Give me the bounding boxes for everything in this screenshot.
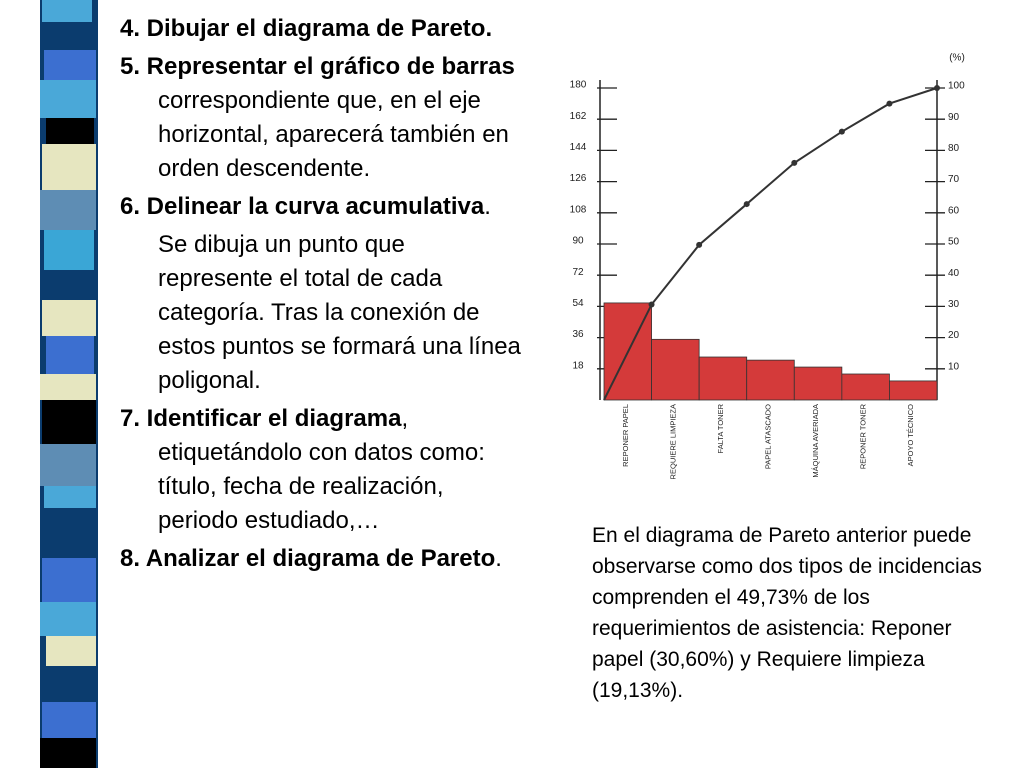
item-text: . xyxy=(495,545,502,572)
y2-tick-label: 90 xyxy=(948,112,960,123)
stripe-block xyxy=(40,666,96,702)
list-item: 8. Analizar el diagrama de Pareto. xyxy=(120,542,525,576)
note: En el diagrama de Pareto anterior puede … xyxy=(592,524,982,702)
stripe-block xyxy=(40,508,96,558)
y-tick-label: 144 xyxy=(570,142,587,153)
stripe-block xyxy=(42,144,96,190)
cumulative-point xyxy=(791,159,798,166)
x-tick-label: FALTA TONER xyxy=(716,403,725,453)
list-item: 7. Identificar el diagrama, etiquetándol… xyxy=(120,402,525,538)
x-tick-label: MÁQUINA AVERIADA xyxy=(811,404,820,478)
cumulative-point xyxy=(696,241,703,248)
y2-tick-label: 60 xyxy=(948,205,960,216)
stripe-block xyxy=(42,558,96,602)
bar xyxy=(603,302,652,401)
y2-tick-label: 20 xyxy=(948,330,960,341)
list-item: 6. Delinear la curva acumulativa. xyxy=(120,190,525,224)
item-text: correspondiente que, en el eje horizonta… xyxy=(158,87,509,182)
stripe-block xyxy=(40,22,96,50)
x-tick-label: PAPEL ATASCADO xyxy=(763,404,772,469)
cumulative-line xyxy=(650,87,938,306)
y2-tick-label: 100 xyxy=(948,81,965,92)
bar xyxy=(889,380,938,401)
stripe-block xyxy=(44,486,96,508)
stripe-block xyxy=(40,190,96,230)
stripe-block xyxy=(40,80,96,118)
paragraph: Se dibuja un punto que represente el tot… xyxy=(120,228,525,398)
x-tick-label: REQUIERE LIMPIEZA xyxy=(668,404,677,479)
y2-tick-label: 50 xyxy=(948,237,960,248)
y-tick-label: 72 xyxy=(572,267,584,278)
y2-tick-label: 30 xyxy=(948,299,960,310)
instructions: 4. Dibujar el diagrama de Pareto. 5. Rep… xyxy=(120,12,525,580)
decorative-stripe xyxy=(40,0,98,768)
cumulative-point xyxy=(648,301,655,308)
y-tick-label: 90 xyxy=(572,236,584,247)
bar xyxy=(793,366,843,401)
y2-tick-label: 40 xyxy=(948,268,960,279)
item-text: , etiquetándolo con datos como: título, … xyxy=(158,405,485,534)
stripe-block xyxy=(46,118,94,144)
item-bold: 7. Identificar el diagrama xyxy=(120,405,402,432)
stripe-block xyxy=(42,300,96,336)
y2-axis-label: (%) xyxy=(949,53,965,64)
bar xyxy=(698,356,748,401)
x-tick-label: REPONER PAPEL xyxy=(621,404,630,467)
bar xyxy=(746,359,795,401)
y-tick-label: 162 xyxy=(570,111,587,122)
stripe-block xyxy=(40,444,96,486)
cumulative-point xyxy=(886,100,893,107)
y-tick-label: 180 xyxy=(570,80,587,91)
y2-tick-label: 70 xyxy=(948,174,960,185)
list-item: 5. Representar el gráfico de barras corr… xyxy=(120,50,525,186)
cumulative-point xyxy=(838,128,845,135)
item-bold: 4. Dibujar el diagrama de Pareto. xyxy=(120,15,493,42)
stripe-block xyxy=(40,602,96,636)
cumulative-point xyxy=(743,201,750,208)
stripe-block xyxy=(42,702,96,738)
y-tick-label: 126 xyxy=(570,173,587,184)
item-bold: 5. Representar el gráfico de barras xyxy=(120,53,515,80)
y2-tick-label: 80 xyxy=(948,143,960,154)
y-tick-label: 54 xyxy=(572,298,584,309)
stripe-block xyxy=(46,336,94,374)
stripe-block xyxy=(42,400,96,444)
stripe-block xyxy=(40,270,96,300)
cumulative-point xyxy=(934,85,940,91)
x-tick-label: APOYO TÉCNICO xyxy=(906,404,915,467)
item-text: Se dibuja un punto que represente el tot… xyxy=(158,231,521,394)
bar xyxy=(841,373,890,401)
item-text: . xyxy=(484,193,491,220)
stripe-block xyxy=(42,0,92,22)
y-tick-label: 36 xyxy=(572,329,584,340)
stripe-block xyxy=(44,230,94,270)
y2-tick-label: 10 xyxy=(948,361,960,372)
y-tick-label: 108 xyxy=(570,204,587,215)
stripe-block xyxy=(40,738,96,768)
item-bold: 8. Analizar el diagrama de Pareto xyxy=(120,545,496,572)
y-tick-label: 18 xyxy=(572,360,584,371)
curve-start xyxy=(603,304,653,401)
stripe-block xyxy=(46,636,96,666)
stripe-block xyxy=(40,374,96,400)
item-bold: 6. Delinear la curva acumulativa xyxy=(120,193,485,220)
bar xyxy=(651,338,700,401)
x-tick-label: REPONER TONER xyxy=(859,403,868,469)
list-item: 4. Dibujar el diagrama de Pareto. xyxy=(120,12,525,46)
stripe-block xyxy=(44,50,96,80)
